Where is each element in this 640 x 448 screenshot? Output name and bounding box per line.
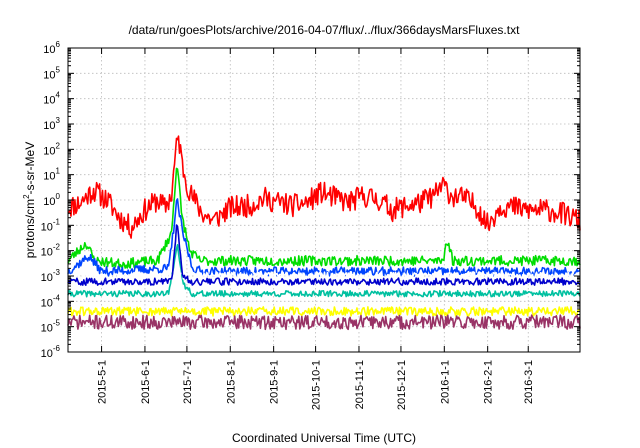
y-tick-label: 10-3 — [41, 268, 61, 284]
series-line-5 — [67, 224, 581, 286]
series-line-1 — [67, 167, 581, 269]
series-line-6 — [67, 306, 581, 317]
y-tick-labels: 10-6 10-5 10-4 10-3 10-2 10-1 100 101 102 103 104 1… — [41, 40, 61, 360]
x-tick-label: 2015-6-1 — [140, 360, 152, 404]
x-tick-label: 2016-2-1 — [483, 360, 495, 404]
y-tick-label: 105 — [43, 65, 60, 81]
x-tick-label: 2015-7-1 — [182, 360, 194, 404]
chart-title: /data/run/goesPlots/archive/2016-04-07/f… — [129, 23, 521, 37]
y-tick-label: 10-6 — [41, 344, 61, 360]
y-tick-label: 102 — [43, 141, 60, 157]
x-tick-label: 2016-3-1 — [523, 360, 535, 404]
series-line-4 — [67, 271, 581, 281]
y-tick-label: 10-2 — [41, 243, 61, 259]
x-tick-label: 2015-12-1 — [396, 360, 408, 410]
x-axis-label: Coordinated Universal Time (UTC) — [232, 431, 416, 445]
y-tick-label: 10-1 — [41, 217, 61, 233]
series-line-3 — [67, 244, 581, 298]
y-tick-label: 106 — [43, 40, 60, 56]
y-axis-label: protons/cm2-s-sr-MeV — [22, 142, 37, 258]
y-tick-label: 104 — [43, 91, 60, 107]
x-tick-label: 2015-10-1 — [311, 360, 323, 410]
x-tick-label: 2015-5-1 — [97, 360, 109, 404]
data-series — [67, 135, 581, 331]
x-tick-labels: 2015-5-1 2015-6-1 2015-7-1 2015-8-1 2015-9-1… — [97, 360, 536, 410]
y-tick-label: 100 — [43, 192, 60, 208]
y-tick-label: 10-4 — [41, 293, 61, 309]
series-line-0 — [67, 135, 581, 239]
x-tick-label: 2016-1-1 — [439, 360, 451, 404]
x-tick-label: 2015-9-1 — [269, 360, 281, 404]
series-line-7 — [67, 314, 581, 331]
y-tick-label: 101 — [43, 167, 60, 183]
y-tick-label: 103 — [43, 116, 60, 132]
x-tick-label: 2015-11-1 — [354, 360, 366, 409]
x-tick-label: 2015-8-1 — [225, 360, 237, 404]
y-tick-label: 10-5 — [41, 319, 61, 335]
axis-ticks — [68, 47, 580, 353]
